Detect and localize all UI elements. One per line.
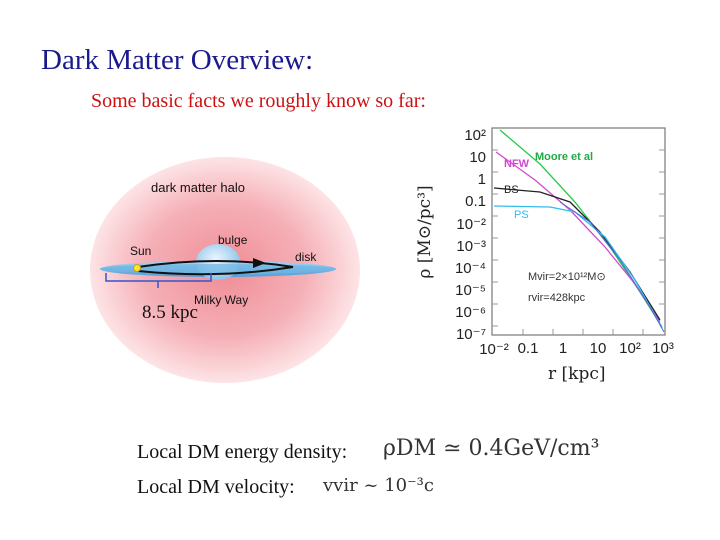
fact-velocity-label: Local DM velocity: (137, 476, 295, 498)
orbit-arrow (137, 260, 294, 268)
ps-curve (493, 205, 663, 329)
disk-front (100, 264, 336, 274)
y-tick: 10⁻³ (456, 238, 486, 255)
y-tick: 0.1 (465, 193, 486, 210)
legend-nfw: NFW (504, 158, 530, 170)
x-tick: 1 (558, 340, 568, 357)
extra-curve (559, 201, 665, 333)
legend-ps: PS (514, 209, 529, 221)
y-tick: 10⁻⁵ (455, 282, 486, 299)
x-tick: 10² (619, 340, 641, 357)
x-tick: 0.1 (517, 340, 539, 357)
legend-bs: BS (504, 184, 519, 196)
y-tick: 1 (477, 171, 486, 188)
y-tick: 10⁻⁶ (455, 304, 486, 321)
param-mvir: Mvir=2×10¹²M⊙ (528, 271, 606, 283)
milky-way-label: Milky Way (194, 293, 249, 307)
density-profile-plot: 10² 10 1 0.1 10⁻² 10⁻³ 10⁻⁴ 10⁻⁵ 10⁻⁶ 10… (410, 122, 680, 397)
x-tick: 10 (589, 340, 607, 357)
x-axis-label: r [kpc] (548, 364, 606, 384)
param-rvir: rvir=428kpc (528, 292, 586, 304)
plot-frame (491, 127, 666, 336)
halo-illustration: dark matter halo bulge Sun disk Milky Wa… (88, 155, 363, 390)
y-tick: 10⁻⁴ (454, 260, 486, 277)
y-tick: 10⁻² (456, 216, 486, 233)
y-tick: 10 (469, 149, 486, 166)
fact-density-formula: ρDM ≃ 0.4GeV/cm³ (383, 436, 600, 461)
fact-velocity-formula: vvir ~ 10⁻³c (323, 475, 434, 496)
sun-label: Sun (130, 244, 152, 258)
y-axis-label: ρ [M⊙/pc³] (415, 185, 435, 279)
disk-label: disk (295, 250, 317, 264)
slide-subtitle: Some basic facts we roughly know so far: (91, 90, 426, 112)
fact-density-label: Local DM energy density: (137, 441, 348, 463)
legend-moore: Moore et al (535, 151, 594, 163)
distance-label: 8.5 kpc (142, 302, 198, 323)
y-tick: 10² (464, 127, 486, 144)
slide-title: Dark Matter Overview: (41, 44, 314, 76)
y-tick: 10⁻⁷ (455, 326, 486, 343)
sun-marker (133, 264, 141, 272)
orbit-arrow-return (137, 266, 294, 276)
x-tick: 10⁻² (479, 341, 509, 358)
orbit-arrowhead (253, 258, 266, 268)
plot-drawing (491, 127, 666, 336)
bulge-label: bulge (218, 233, 248, 247)
x-tick: 10³ (652, 340, 674, 357)
halo-drawing (90, 157, 360, 383)
plot-ticks (492, 149, 665, 335)
halo-label: dark matter halo (151, 180, 245, 195)
